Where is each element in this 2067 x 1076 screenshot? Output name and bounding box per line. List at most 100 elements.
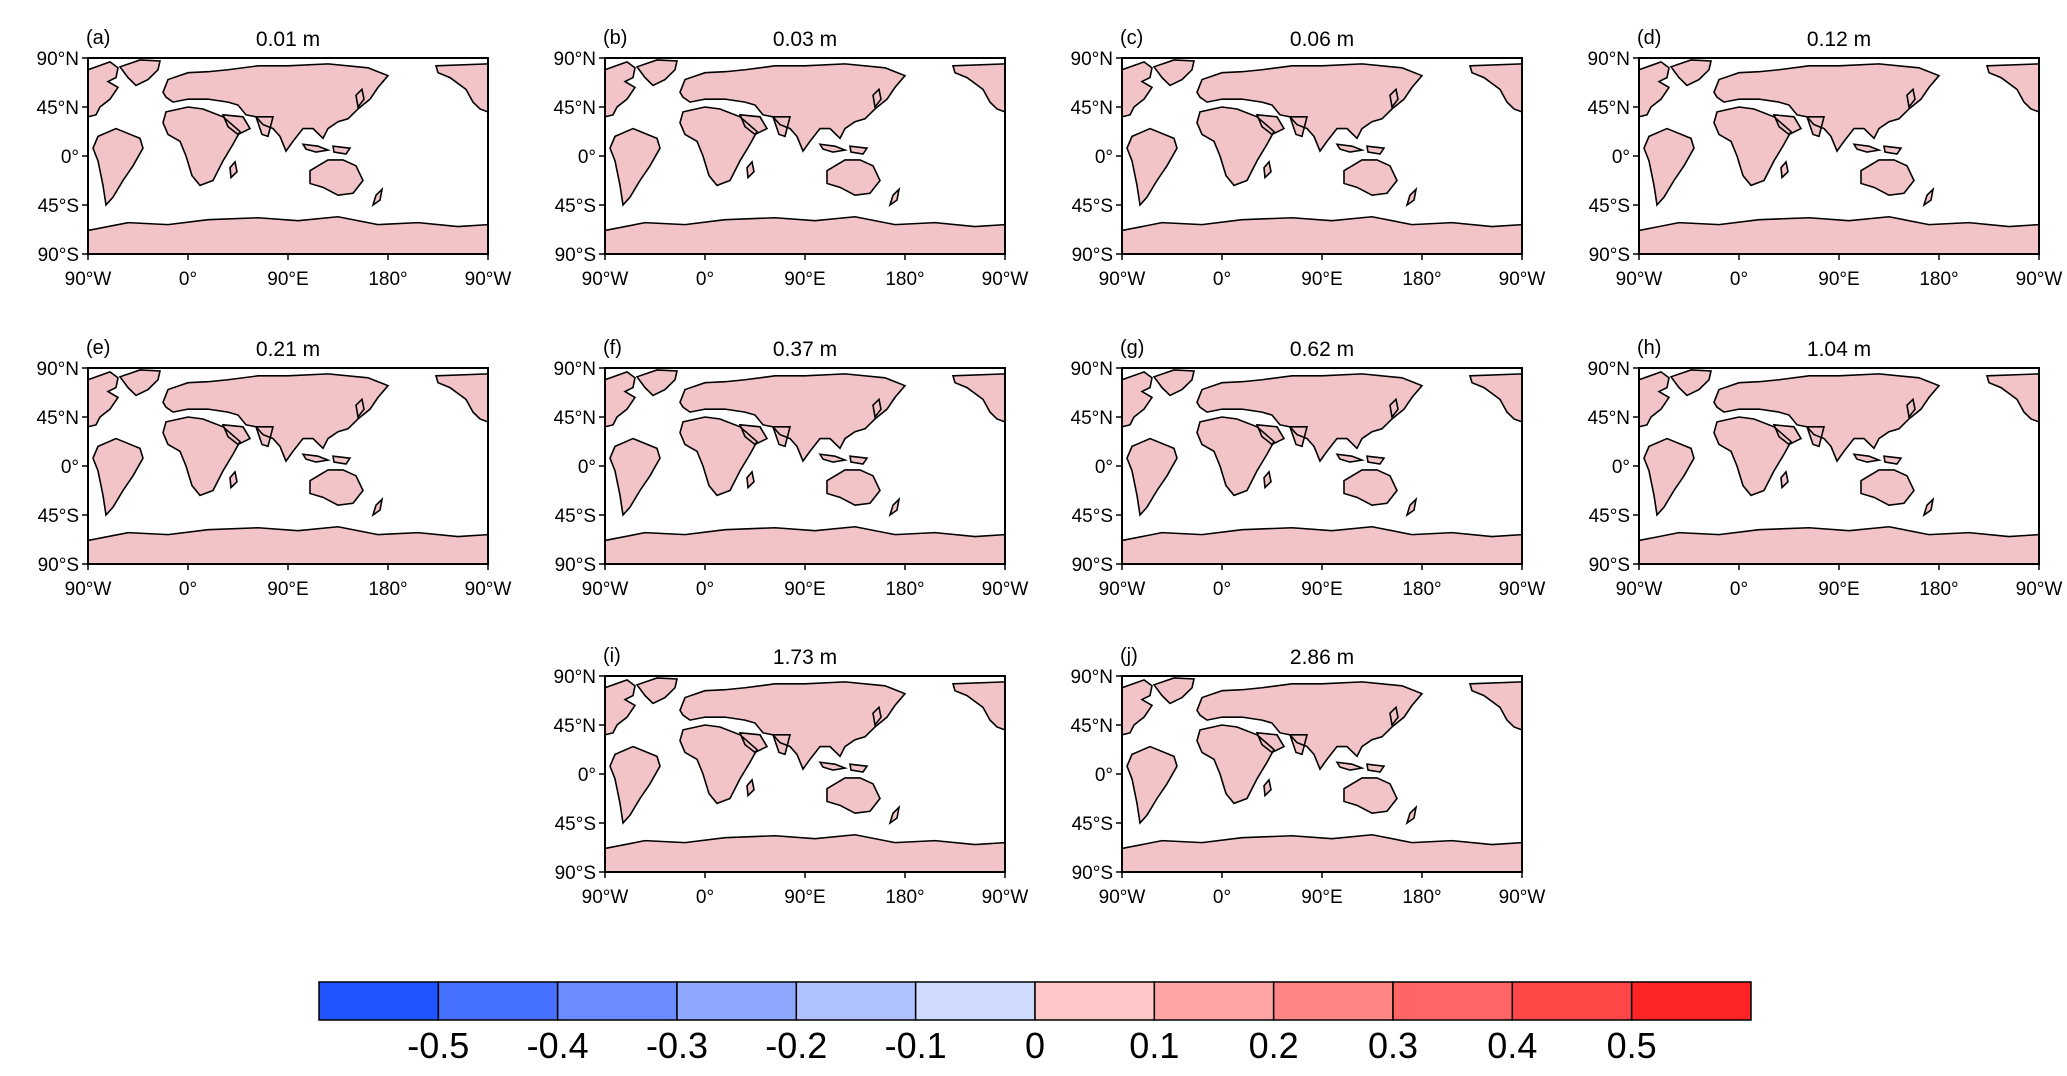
lat-tick-label: 90°N <box>1071 667 1113 688</box>
lon-tick-label: 90°E <box>784 887 825 908</box>
lon-tick-label: 90°E <box>1818 579 1859 600</box>
map-panel: (g) 0.62 m 90°N 45°N 0° 45°S 90°S 90°W 0° 90°E 180… <box>1071 337 1546 600</box>
lat-tick-label: 45°S <box>1589 506 1630 527</box>
lat-tick-label: 90°N <box>37 49 79 70</box>
lat-tick-label: 90°S <box>555 555 596 576</box>
lon-tick-label: 90°E <box>1301 579 1342 600</box>
lat-tick-label: 0° <box>578 765 596 786</box>
panel-label: (h) <box>1637 337 1661 359</box>
map-area <box>1122 676 1522 873</box>
panel-title: 0.12 m <box>1807 28 1871 51</box>
panel-title: 0.03 m <box>773 28 837 51</box>
lat-tick-label: 0° <box>1612 457 1630 478</box>
map-area <box>605 676 1005 873</box>
lon-tick-label: 90°W <box>1616 269 1663 290</box>
lon-tick-label: 0° <box>179 579 197 600</box>
colorbar-tick-label: -0.3 <box>646 1025 708 1066</box>
panel-title: 1.73 m <box>773 646 837 669</box>
panel-title: 0.01 m <box>256 28 320 51</box>
map-panel: (c) 0.06 m 90°N 45°N 0° 45°S 90°S 90°W 0° 90°E 180… <box>1071 27 1546 290</box>
colorbar-tick-label: 0.3 <box>1368 1025 1418 1066</box>
lon-tick-label: 0° <box>1730 269 1748 290</box>
map-panel: (h) 1.04 m 90°N 45°N 0° 45°S 90°S 90°W 0° 90°E 180… <box>1588 337 2063 600</box>
lon-tick-label: 180° <box>885 269 924 290</box>
lon-tick-label: 90°W <box>2016 269 2063 290</box>
lon-tick-label: 90°W <box>582 269 629 290</box>
panel-title: 0.06 m <box>1290 28 1354 51</box>
lat-tick-label: 90°N <box>554 359 596 380</box>
map-area <box>1122 368 1522 565</box>
lat-tick-label: 45°S <box>1072 814 1113 835</box>
colorbar-swatch <box>795 981 917 1021</box>
lon-tick-label: 180° <box>1402 269 1441 290</box>
map-panel: (f) 0.37 m 90°N 45°N 0° 45°S 90°S 90°W 0° 90°E 180… <box>554 337 1029 600</box>
lat-tick-label: 0° <box>61 147 79 168</box>
lat-tick-label: 45°S <box>555 506 596 527</box>
lon-tick-label: 90°E <box>1301 887 1342 908</box>
map-area <box>605 58 1005 255</box>
lon-tick-label: 0° <box>696 269 714 290</box>
lat-tick-label: 0° <box>1612 147 1630 168</box>
lat-tick-label: 0° <box>578 457 596 478</box>
lon-tick-label: 90°W <box>1499 887 1546 908</box>
lat-tick-label: 45°S <box>555 196 596 217</box>
panel-label: (a) <box>86 27 110 49</box>
lon-tick-label: 90°E <box>267 579 308 600</box>
lat-tick-label: 90°S <box>38 245 79 266</box>
lon-tick-label: 90°W <box>465 579 512 600</box>
map-area <box>88 368 488 565</box>
lat-tick-label: 90°S <box>555 863 596 884</box>
map-panel: (e) 0.21 m 90°N 45°N 0° 45°S 90°S 90°W 0° 90°E 180… <box>37 337 512 600</box>
lon-tick-label: 90°E <box>267 269 308 290</box>
lat-tick-label: 45°N <box>37 408 79 429</box>
lat-tick-label: 45°S <box>555 814 596 835</box>
lat-tick-label: 45°N <box>1071 716 1113 737</box>
lat-tick-label: 90°S <box>555 245 596 266</box>
lon-tick-label: 90°W <box>982 269 1029 290</box>
lat-tick-label: 90°N <box>37 359 79 380</box>
panel-title: 1.04 m <box>1807 338 1871 361</box>
lat-tick-label: 90°S <box>1589 555 1630 576</box>
lon-tick-label: 90°W <box>982 887 1029 908</box>
lon-tick-label: 0° <box>696 887 714 908</box>
map-area <box>605 368 1005 565</box>
map-panel: (a) 0.01 m 90°N 45°N 0° 45°S 90°S 90°W 0° 90°E 180… <box>37 27 512 290</box>
colorbar-tick-label: -0.5 <box>407 1025 469 1066</box>
lon-tick-label: 180° <box>1402 887 1441 908</box>
lat-tick-label: 90°S <box>1072 863 1113 884</box>
colorbar-tick-label: 0 <box>1025 1025 1045 1066</box>
colorbar-swatch <box>556 981 678 1021</box>
lat-tick-label: 0° <box>1095 765 1113 786</box>
lon-tick-label: 90°W <box>582 887 629 908</box>
colorbar-tick-label: 0.1 <box>1129 1025 1179 1066</box>
colorbar-tick-label: 0.2 <box>1249 1025 1299 1066</box>
colorbar-swatch <box>1511 981 1633 1021</box>
colorbar-swatch <box>1034 981 1156 1021</box>
lat-tick-label: 45°S <box>38 196 79 217</box>
lat-tick-label: 0° <box>578 147 596 168</box>
lon-tick-label: 90°E <box>1301 269 1342 290</box>
lon-tick-label: 180° <box>1402 579 1441 600</box>
lon-tick-label: 90°W <box>1099 269 1146 290</box>
colorbar-swatch <box>1392 981 1514 1021</box>
colorbar-swatch <box>1153 981 1275 1021</box>
colorbar-swatch <box>318 981 440 1021</box>
panel-label: (i) <box>603 645 621 667</box>
lon-tick-label: 0° <box>179 269 197 290</box>
panel-title: 0.37 m <box>773 338 837 361</box>
lon-tick-label: 180° <box>1919 269 1958 290</box>
lat-tick-label: 0° <box>1095 457 1113 478</box>
lon-tick-label: 180° <box>368 269 407 290</box>
lat-tick-label: 90°N <box>1071 359 1113 380</box>
lon-tick-label: 90°W <box>1099 579 1146 600</box>
map-panel: (i) 1.73 m 90°N 45°N 0° 45°S 90°S 90°W 0° 90°E 180… <box>554 645 1029 908</box>
panel-title: 0.21 m <box>256 338 320 361</box>
map-area <box>88 58 488 255</box>
lon-tick-label: 90°W <box>582 579 629 600</box>
colorbar-tick-label: -0.4 <box>527 1025 589 1066</box>
lat-tick-label: 45°S <box>1072 196 1113 217</box>
map-area <box>1639 368 2039 565</box>
lon-tick-label: 90°W <box>1499 579 1546 600</box>
lon-tick-label: 180° <box>1919 579 1958 600</box>
